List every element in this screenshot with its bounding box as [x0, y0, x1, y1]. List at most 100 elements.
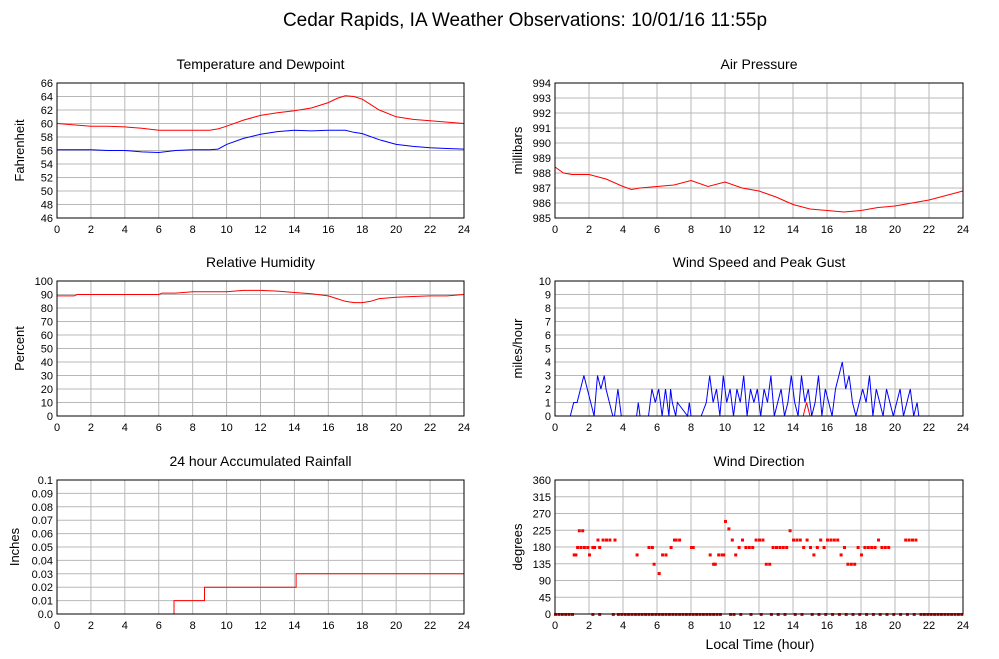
page-title: Cedar Rapids, IA Weather Observations: 1…: [283, 10, 767, 31]
x-tick-label: 18: [855, 422, 867, 434]
y-tick-label: 993: [533, 93, 551, 105]
x-tick-label: 14: [288, 224, 300, 236]
data-point: [768, 562, 772, 566]
y-tick-label: 54: [41, 159, 53, 171]
y-tick-label: 20: [41, 384, 53, 396]
data-point: [826, 538, 829, 542]
data-point: [815, 546, 819, 549]
data-point: [904, 538, 908, 542]
x-tick-label: 22: [424, 620, 436, 632]
data-point: [708, 553, 712, 557]
x-tick-label: 14: [288, 422, 300, 434]
x-tick-label: 4: [620, 620, 626, 632]
data-point: [593, 546, 597, 549]
x-tick-label: 10: [719, 422, 731, 434]
chart-pressure: 0 2 4 6 8 10 12 14 16 18 20 22 249859869879889899909…: [510, 56, 969, 236]
y-tick-label: 3: [545, 371, 551, 383]
y-tick-label: 270: [533, 509, 551, 521]
data-point: [887, 546, 891, 549]
data-point: [788, 529, 792, 533]
x-tick-label: 14: [787, 422, 799, 434]
series-line: [57, 129, 465, 154]
y-tick-label: 46: [41, 213, 53, 225]
y-tick-label: 986: [533, 198, 551, 210]
data-point: [577, 529, 581, 533]
y-tick-label: 994: [533, 78, 551, 90]
y-tick-label: 0.09: [32, 488, 53, 500]
data-point: [860, 553, 863, 557]
y-tick-label: 4: [545, 357, 551, 369]
data-point: [880, 546, 884, 549]
data-point: [581, 529, 585, 533]
data-point: [669, 546, 673, 549]
y-tick-label: 0.01: [32, 596, 53, 608]
x-tick-label: 8: [190, 224, 196, 236]
x-tick-label: 14: [288, 620, 300, 632]
y-tick-label: 90: [539, 576, 551, 588]
y-tick-label: 0.05: [32, 542, 53, 554]
series-line: [57, 573, 464, 615]
plot-frame: [554, 82, 964, 219]
data-point: [809, 546, 812, 549]
x-tick-label: 0: [552, 620, 558, 632]
data-point: [866, 546, 870, 549]
x-tick-label: 10: [220, 224, 232, 236]
data-point: [657, 572, 661, 576]
x-tick-label: 22: [923, 224, 935, 236]
x-tick-label: 18: [855, 224, 867, 236]
y-tick-label: 989: [533, 153, 551, 165]
data-point: [764, 562, 768, 566]
x-tick-label: 4: [620, 422, 626, 434]
chart-title: Relative Humidity: [206, 254, 315, 270]
data-point: [754, 538, 758, 542]
y-tick-label: 987: [533, 183, 551, 195]
y-tick-label: 135: [533, 559, 551, 571]
x-tick-label: 16: [322, 422, 334, 434]
data-point: [661, 553, 665, 557]
data-point: [717, 553, 721, 557]
y-tick-label: 988: [533, 168, 551, 180]
y-tick-label: 5: [545, 344, 551, 356]
data-point: [775, 546, 778, 549]
x-tick-label: 18: [356, 422, 368, 434]
x-tick-label: 2: [586, 224, 592, 236]
y-axis-label: Inches: [7, 527, 22, 566]
data-point: [647, 546, 651, 549]
data-point: [812, 553, 816, 557]
y-tick-label: 0: [545, 411, 551, 423]
y-tick-label: 40: [41, 357, 53, 369]
y-tick-label: 50: [41, 344, 53, 356]
y-tick-label: 10: [539, 276, 551, 288]
plot-frame: [554, 280, 964, 417]
data-point: [691, 546, 695, 549]
x-tick-label: 12: [254, 224, 266, 236]
data-point: [690, 546, 693, 549]
data-point: [635, 553, 639, 557]
y-tick-label: 985: [533, 213, 551, 225]
chart-title: Air Pressure: [720, 56, 797, 72]
x-tick-label: 24: [957, 224, 969, 236]
y-tick-label: 180: [533, 542, 551, 554]
data-point: [877, 538, 880, 542]
data-point: [771, 546, 775, 549]
x-tick-label: 0: [54, 422, 60, 434]
y-tick-label: 6: [545, 330, 551, 342]
x-tick-label: 0: [552, 224, 558, 236]
y-tick-label: 9: [545, 290, 551, 302]
y-tick-label: 360: [533, 475, 551, 487]
x-tick-label: 18: [356, 620, 368, 632]
data-point: [747, 546, 751, 549]
data-point: [605, 538, 608, 542]
data-point: [664, 553, 668, 557]
x-tick-label: 24: [957, 422, 969, 434]
y-tick-label: 0.08: [32, 502, 53, 514]
y-axis-label: degrees: [510, 523, 525, 570]
x-tick-label: 12: [254, 620, 266, 632]
series-line: [56, 95, 465, 131]
x-tick-label: 6: [156, 422, 162, 434]
x-tick-label: 14: [787, 224, 799, 236]
data-point: [730, 538, 734, 542]
x-tick-label: 22: [923, 422, 935, 434]
